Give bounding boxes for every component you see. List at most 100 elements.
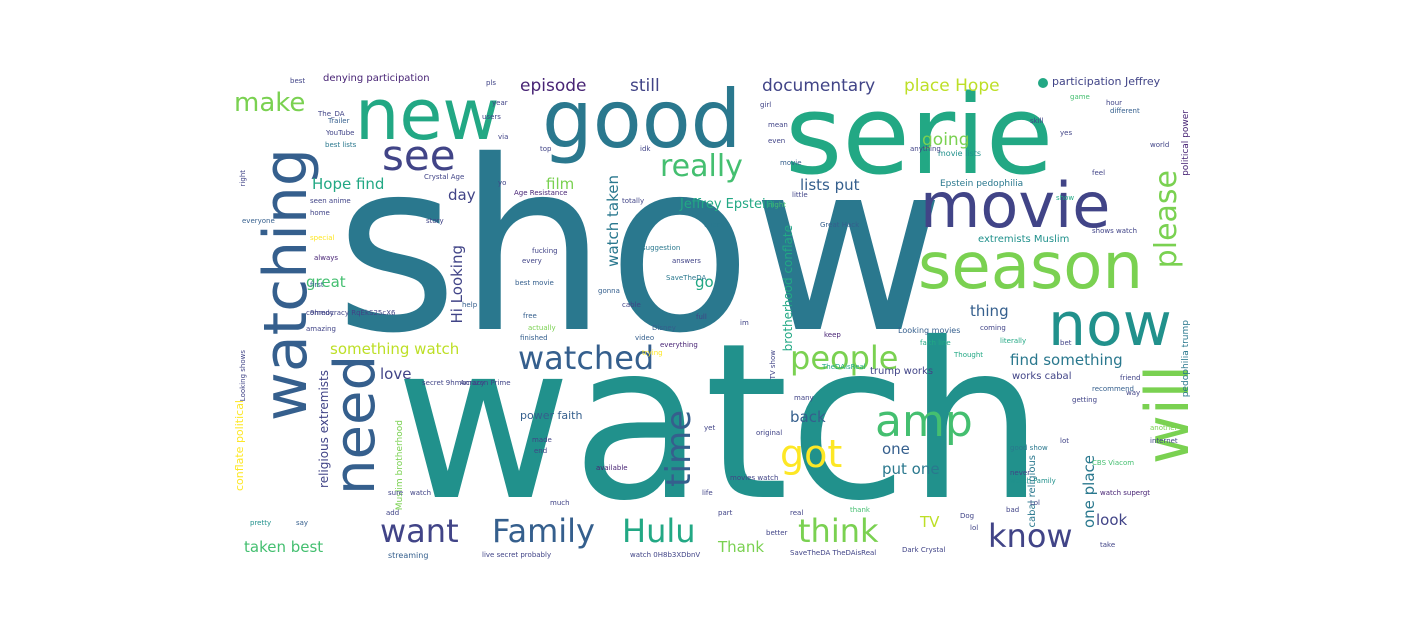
word-pls: pls bbox=[486, 79, 497, 87]
word-show-small: show bbox=[1056, 194, 1075, 202]
word-right: right bbox=[239, 170, 247, 187]
word-different: different bbox=[1110, 107, 1140, 115]
word-hope-find: Hope find bbox=[312, 175, 385, 193]
word-watch-code: watch 0H8b3XDbnV bbox=[630, 551, 701, 559]
word-need: need bbox=[323, 355, 388, 495]
word-now: now bbox=[1048, 290, 1172, 360]
word-really: really bbox=[660, 149, 743, 184]
word-free: free bbox=[523, 312, 537, 320]
word-want: want bbox=[380, 512, 459, 550]
word-power-faith: power faith bbox=[520, 409, 583, 422]
word-see: see bbox=[382, 131, 456, 180]
word-movie-small: movie bbox=[780, 159, 802, 167]
word-watch-small: watch bbox=[410, 489, 432, 497]
word-savetheda-thedaisreal: SaveTheDA TheDAisReal bbox=[790, 549, 877, 557]
word-cabal-religious: cabal religious bbox=[1027, 455, 1038, 528]
word-savetheda: SaveTheDA bbox=[666, 274, 707, 282]
word-check: check bbox=[704, 221, 725, 229]
word-taken-best: taken best bbox=[244, 538, 324, 556]
word-denying-participation: denying participation bbox=[323, 73, 430, 84]
word-streaming: streaming bbox=[388, 551, 429, 560]
word-9hmocracy-code: 9hmocracy RqEkS25cX6 bbox=[310, 309, 396, 317]
word-lot: lot bbox=[1060, 437, 1069, 445]
word-actually: actually bbox=[528, 324, 556, 332]
word-secret-9hmocracy: secret 9hmocracy bbox=[422, 379, 485, 387]
word-answers: answers bbox=[672, 257, 701, 265]
word-watch-family: watch Family bbox=[1010, 477, 1056, 485]
word-thing: thing bbox=[970, 302, 1009, 320]
word-end: end bbox=[534, 447, 548, 455]
word-home: home bbox=[310, 209, 330, 217]
word-many: many bbox=[794, 394, 814, 402]
word-serie: serie bbox=[785, 71, 1054, 199]
word-special: special bbox=[310, 234, 335, 242]
word-trump-works: trump works bbox=[870, 366, 934, 377]
word-night: night bbox=[768, 201, 787, 209]
word-good-show: good show bbox=[1010, 444, 1048, 452]
word-crystal-age: Crystal Age bbox=[424, 173, 465, 181]
word-brotherhood-conflate: brotherhood conflate bbox=[781, 225, 795, 352]
word-great-hack: Great Hack bbox=[820, 221, 860, 229]
word-amp: amp bbox=[875, 396, 973, 447]
word-people: people bbox=[790, 339, 899, 377]
word-gonna: gonna bbox=[598, 287, 620, 295]
word-yes: yes bbox=[1060, 129, 1073, 137]
word-never: never bbox=[1010, 469, 1031, 477]
word-live-secret-probably: live secret probably bbox=[482, 551, 552, 559]
word-lol: lol bbox=[970, 524, 979, 532]
word-something-watch: something watch bbox=[330, 340, 460, 358]
word-seen-anime: seen anime bbox=[310, 197, 351, 205]
word-dog: Dog bbox=[960, 512, 975, 520]
word-game: game bbox=[1070, 93, 1090, 101]
word-add: add bbox=[386, 509, 400, 517]
word-help: help bbox=[462, 301, 478, 309]
word-best: best bbox=[290, 77, 306, 85]
word-bet: bet bbox=[1060, 339, 1072, 347]
word-best-movie: best movie bbox=[515, 279, 554, 287]
word-yet: yet bbox=[704, 424, 716, 432]
word-youtube: YouTube bbox=[326, 129, 355, 137]
word-epstein-pedophilia: Epstein pedophilia bbox=[940, 179, 1024, 189]
word-amazon-prime: Amazon Prime bbox=[460, 379, 511, 387]
word-faith-line: faith line bbox=[920, 339, 951, 347]
word-anything: anything bbox=[910, 145, 941, 153]
word-fucking: fucking bbox=[532, 247, 558, 255]
word-go: go bbox=[695, 273, 714, 291]
word-amazing: amazing bbox=[306, 325, 336, 333]
word-feel: feel bbox=[1092, 169, 1106, 177]
word-conflate-political: conflate political bbox=[233, 400, 246, 492]
word-film: film bbox=[546, 175, 575, 193]
word-hulu: Hulu bbox=[622, 512, 696, 550]
word-works-cabal: works cabal bbox=[1012, 371, 1072, 382]
word-via: via bbox=[498, 133, 509, 141]
word-available: available bbox=[596, 464, 628, 472]
word-the-da: The_DA bbox=[318, 110, 345, 118]
word-thought: Thought bbox=[954, 351, 984, 359]
word-looking-shows: Looking shows bbox=[239, 350, 247, 402]
word-top: top bbox=[540, 145, 552, 153]
word-look: look bbox=[1096, 511, 1128, 529]
word-cbs-viacom: CBS Viacom bbox=[1092, 459, 1135, 467]
word-getting: getting bbox=[1072, 396, 1098, 404]
word-going: going bbox=[922, 130, 970, 150]
word-got: got bbox=[780, 432, 843, 476]
word-better: better bbox=[766, 529, 788, 537]
word-extremists-muslim: extremists Muslim bbox=[978, 234, 1070, 245]
word-participation-jeffrey: participation Jeffrey bbox=[1052, 75, 1161, 88]
word-made: made bbox=[532, 436, 552, 444]
word-much: much bbox=[550, 499, 570, 507]
word-full: full bbox=[696, 313, 707, 321]
word-way: way bbox=[1126, 389, 1141, 397]
word-one: one bbox=[882, 440, 910, 458]
word-watch: watch bbox=[395, 297, 1045, 548]
word-original: original bbox=[756, 429, 783, 437]
word-everyone: everyone bbox=[242, 217, 275, 225]
word-girl: girl bbox=[760, 101, 772, 109]
word-keep: keep bbox=[824, 331, 841, 339]
word-pretty: pretty bbox=[250, 519, 272, 527]
word-finished: finished bbox=[520, 334, 548, 342]
word-say: say bbox=[296, 519, 309, 527]
word-take: take bbox=[1100, 541, 1116, 549]
word-im: im bbox=[740, 319, 749, 327]
word-good: good bbox=[542, 73, 742, 166]
